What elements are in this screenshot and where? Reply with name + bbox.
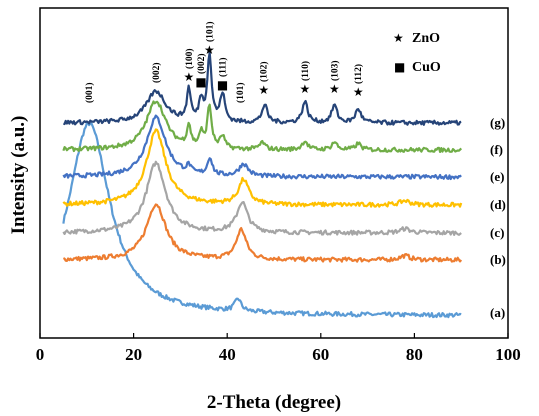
legend: ★ ZnO ■ CuO [393,31,441,75]
peak-label: (110) [300,61,311,81]
x-tick-label: 60 [312,345,329,364]
cuo-square-marker: ■ [195,75,206,89]
zno-star-marker: ★ [300,82,311,96]
zno-star-marker: ★ [183,70,194,84]
peak-label: (002) [196,53,207,74]
peak-label: (102) [259,61,270,82]
peak-labels: (001)(002) ★(100)■(002)★(101)■(111)(101) ★… [84,21,364,103]
peak-label: (100) [184,48,195,69]
x-tick-label: 20 [125,345,142,364]
x-tick-label: 80 [406,345,423,364]
series-line [62,114,462,181]
y-axis-title: Intensity (a.u.) [8,116,29,235]
series-layer [62,51,463,319]
peak-label: (002) [151,62,162,83]
peak-label: (101) [204,21,215,42]
series-label: (g) [490,115,505,130]
x-axis-title: 2-Theta (degree) [207,392,341,413]
x-tick-label: 0 [36,345,45,364]
series-label: (f) [490,142,503,157]
series-label: (b) [490,252,506,267]
zno-star-marker: ★ [353,85,364,99]
peak-label: (111) [218,57,229,77]
series-label: (c) [490,225,504,240]
cuo-square-marker: ■ [217,78,228,92]
legend-cuo-marker: ■ [394,60,405,74]
series-line [62,51,462,126]
series-label: (a) [490,305,505,320]
series-line [62,121,462,319]
x-axis-ticks: 0 20 40 60 80 100 [36,333,521,364]
peak-label: (001) [84,82,95,103]
series-label: (d) [490,197,506,212]
series-label: (e) [490,169,504,184]
series-line [62,160,462,236]
series-line [62,128,463,208]
curve-labels: (a) (b) (c) (d) (e) (f) (g) [490,115,506,320]
zno-star-marker: ★ [329,82,340,96]
peak-label: (112) [353,64,364,84]
peak-label: (103) [329,60,340,81]
legend-zno-marker: ★ [393,31,404,45]
series-line [62,203,463,263]
x-tick-label: 100 [495,345,521,364]
zno-star-marker: ★ [258,83,269,97]
plot-frame [39,7,509,339]
x-tick-label: 40 [219,345,236,364]
legend-zno-label: ZnO [412,31,440,46]
legend-cuo-label: CuO [412,60,441,75]
peak-label: (101) [235,82,246,103]
zno-star-marker: ★ [204,43,215,57]
series-line [62,100,463,153]
